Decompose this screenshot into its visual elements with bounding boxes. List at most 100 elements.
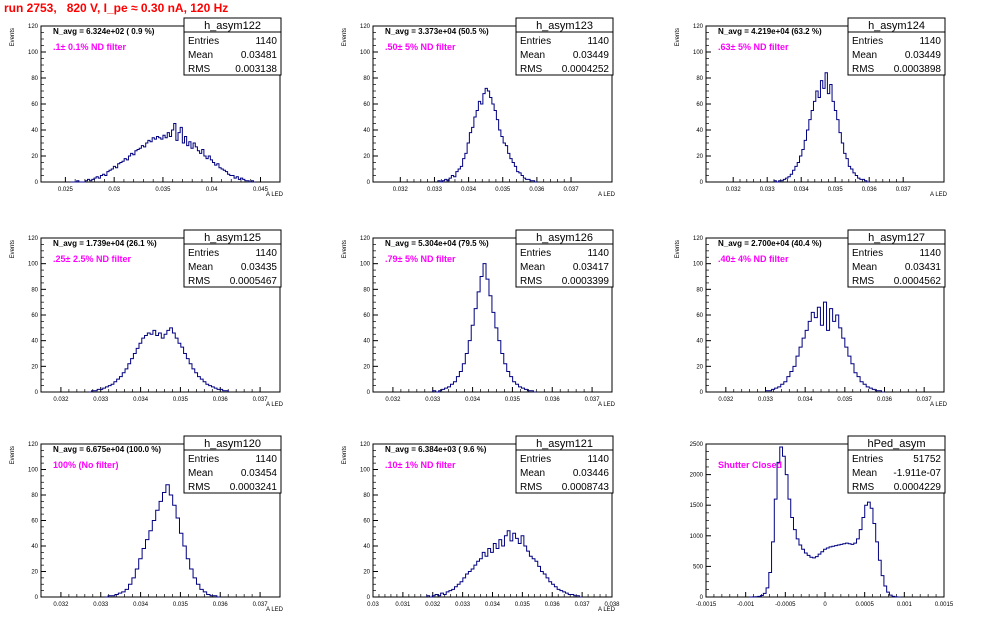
stats-box [515, 17, 614, 76]
stats-value: 0.0004252 [562, 64, 610, 75]
stats-title: h_asym121 [536, 438, 593, 450]
stats-value: 0.003138 [235, 64, 277, 75]
stats-key: Entries [520, 454, 551, 465]
filter-annotation: .79± 5% ND filter [385, 254, 456, 264]
x-tick-label: 0.035 [505, 397, 521, 403]
y-axis-label: Events [342, 28, 348, 46]
stats-key: Entries [852, 248, 883, 259]
y-tick-label: 0 [700, 390, 704, 396]
y-tick-label: 60 [31, 519, 38, 525]
y-tick-label: 120 [693, 236, 704, 242]
x-tick-label: 0.037 [564, 187, 580, 193]
y-axis-label: Events [10, 240, 16, 258]
histogram-panel-h_asym122: 0 20 40 60 80 100 120 0.025 0.03 0.035 0.04 0.045 Ev… [10, 17, 284, 198]
stats-key: Entries [188, 36, 219, 47]
stats-value: 1140 [587, 454, 609, 465]
stats-key: RMS [188, 64, 211, 75]
x-tick-label: 0.037 [585, 397, 601, 403]
y-tick-label: 20 [363, 570, 370, 576]
stats-key: RMS [520, 64, 543, 75]
stats-title: h_asym126 [536, 232, 593, 244]
x-axis-label: A LED [266, 192, 284, 198]
stats-value: 0.03417 [573, 262, 610, 273]
stats-key: Entries [852, 36, 883, 47]
y-tick-label: 120 [360, 236, 371, 242]
y-tick-label: 60 [31, 102, 38, 108]
y-tick-label: 80 [31, 287, 38, 293]
x-tick-label: 0.032 [385, 397, 401, 403]
y-tick-label: 100 [360, 262, 371, 268]
histogram-line [432, 263, 537, 393]
y-tick-label: 40 [31, 544, 38, 550]
x-tick-label: 0.035 [515, 602, 531, 608]
x-tick-label: 0.035 [828, 187, 844, 193]
stats-value: 0.03435 [241, 262, 278, 273]
filter-annotation: .25± 2.5% ND filter [53, 254, 131, 264]
x-tick-label: 0.034 [133, 397, 149, 403]
stats-title: h_asym123 [536, 20, 593, 32]
y-tick-label: 40 [696, 128, 703, 134]
x-tick-label: 0.033 [427, 187, 443, 193]
stats-box [183, 435, 282, 494]
y-tick-label: 0 [700, 595, 704, 601]
x-tick-label: 0.035 [173, 397, 189, 403]
x-tick-label: 0.034 [485, 602, 501, 608]
x-tick-label: 0.034 [794, 187, 810, 193]
x-tick-label: -0.0015 [696, 602, 717, 608]
x-tick-label: 0.037 [253, 397, 269, 403]
x-tick-label: 0.032 [425, 602, 441, 608]
y-axis-label: Events [342, 446, 348, 464]
stats-key: Mean [852, 262, 877, 273]
stats-key: Mean [852, 50, 877, 61]
n-avg-label: N_avg = 5.304e+04 (79.5 %) [385, 239, 489, 248]
y-tick-label: 0 [367, 595, 371, 601]
stats-key: Mean [852, 468, 877, 479]
y-tick-label: 60 [363, 102, 370, 108]
x-tick-label: 0.033 [758, 397, 774, 403]
y-tick-label: 120 [360, 24, 371, 30]
y-tick-label: 60 [696, 313, 703, 319]
x-tick-label: 0.0015 [935, 602, 954, 608]
stats-key: RMS [520, 482, 543, 493]
stats-title: h_asym127 [868, 232, 925, 244]
x-tick-label: 0.036 [877, 397, 893, 403]
y-tick-label: 100 [28, 262, 39, 268]
stats-value: 0.0003399 [562, 276, 610, 287]
x-tick-label: 0.031 [395, 602, 411, 608]
stats-key: Entries [520, 36, 551, 47]
x-tick-label: 0.033 [760, 187, 776, 193]
run-title: run 2753, 820 V, I_pe ≈ 0.30 nA, 120 Hz [4, 1, 229, 15]
stats-key: Entries [188, 454, 219, 465]
x-tick-label: 0.025 [58, 187, 74, 193]
histogram-panel-h_asym123: 0 20 40 60 80 100 120 0.032 0.033 0.034 0.035 0.036… [342, 17, 616, 198]
x-tick-label: 0.038 [604, 602, 620, 608]
stats-value: 0.03449 [905, 50, 942, 61]
stats-key: Mean [188, 50, 213, 61]
filter-annotation: .63± 5% ND filter [718, 42, 789, 52]
stats-box [847, 229, 946, 288]
stats-box [183, 17, 282, 76]
n-avg-label: N_avg = 1.739e+04 (26.1 %) [53, 239, 157, 248]
stats-title: h_asym124 [868, 20, 925, 32]
x-tick-label: 0.033 [93, 397, 109, 403]
stats-box [515, 435, 614, 494]
filter-annotation: 100% (No filter) [53, 460, 119, 470]
y-tick-label: 80 [696, 76, 703, 82]
histogram-line [749, 446, 901, 598]
stats-title: h_asym125 [204, 232, 261, 244]
histogram-line [437, 87, 537, 183]
stats-value: 0.03481 [241, 50, 278, 61]
x-tick-label: 0.034 [461, 187, 477, 193]
y-tick-label: 100 [28, 468, 39, 474]
stats-value: 1140 [587, 36, 609, 47]
filter-annotation: .40± 4% ND filter [718, 254, 789, 264]
y-axis-label: Events [675, 240, 681, 258]
x-tick-label: 0.001 [897, 602, 913, 608]
histogram-panel-hPed_asym: 0 500 1000 1500 2000 2500 -0.0015 -0.001 -0.0005… [690, 435, 954, 608]
n-avg-label: N_avg = 6.384e+03 ( 9.6 %) [385, 445, 487, 454]
x-tick-label: 0.034 [465, 397, 481, 403]
x-tick-label: 0.032 [53, 397, 69, 403]
y-tick-label: 40 [363, 128, 370, 134]
stats-box [847, 17, 946, 76]
histogram-line [104, 484, 221, 598]
